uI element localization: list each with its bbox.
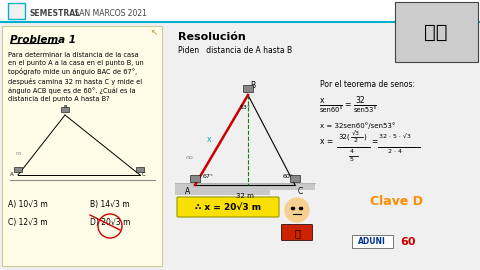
FancyBboxPatch shape — [136, 167, 144, 172]
Text: 🥁: 🥁 — [294, 228, 300, 238]
Text: 5: 5 — [350, 157, 354, 162]
Text: Clave D: Clave D — [370, 195, 423, 208]
Text: C) 12√3 m: C) 12√3 m — [8, 218, 48, 227]
Text: A) 10√3 m: A) 10√3 m — [8, 200, 48, 209]
Text: 53°: 53° — [240, 105, 251, 110]
Text: x =: x = — [320, 137, 333, 146]
Text: C: C — [142, 173, 146, 177]
Text: Problema 1: Problema 1 — [10, 35, 76, 45]
Text: ADUNI: ADUNI — [358, 238, 386, 247]
Text: A: A — [10, 173, 14, 177]
Text: C: C — [298, 187, 303, 196]
FancyBboxPatch shape — [190, 175, 200, 182]
FancyBboxPatch shape — [61, 107, 69, 112]
FancyBboxPatch shape — [2, 26, 162, 266]
FancyBboxPatch shape — [395, 2, 478, 62]
Text: sen53°: sen53° — [354, 107, 378, 113]
Text: 32: 32 — [355, 96, 365, 105]
Text: 67°: 67° — [203, 174, 214, 179]
Text: x: x — [206, 136, 211, 144]
Text: no: no — [185, 155, 193, 160]
Text: Resolución: Resolución — [178, 32, 246, 42]
Text: x = 32sen60°/sen53°: x = 32sen60°/sen53° — [320, 122, 396, 129]
Text: ↖: ↖ — [151, 28, 158, 37]
Text: 4: 4 — [350, 149, 354, 154]
Text: ∴ x = 20√3 m: ∴ x = 20√3 m — [195, 202, 261, 211]
Text: 👨‍🏫: 👨‍🏫 — [424, 22, 448, 42]
Text: B) 14√3 m: B) 14√3 m — [90, 200, 130, 209]
Text: 60: 60 — [400, 237, 416, 247]
Text: =: = — [371, 137, 377, 146]
Text: =: = — [344, 100, 350, 109]
FancyBboxPatch shape — [351, 235, 393, 248]
Text: Por el teorema de senos:: Por el teorema de senos: — [320, 80, 415, 89]
Circle shape — [285, 198, 309, 222]
Text: 32 m: 32 m — [236, 193, 254, 199]
FancyBboxPatch shape — [270, 190, 325, 250]
Polygon shape — [8, 3, 25, 19]
FancyBboxPatch shape — [243, 85, 253, 92]
FancyBboxPatch shape — [177, 197, 279, 217]
Text: 32(: 32( — [338, 133, 349, 140]
Text: x: x — [320, 96, 324, 105]
Text: Para determinar la distancia de la casa
en el punto A a la casa en el punto B, u: Para determinar la distancia de la casa … — [8, 52, 144, 102]
Polygon shape — [175, 183, 315, 195]
FancyBboxPatch shape — [281, 224, 312, 241]
Text: 32 · 5 · √3: 32 · 5 · √3 — [379, 133, 411, 138]
Text: 60°: 60° — [283, 174, 294, 179]
Text: D) 20√3 m: D) 20√3 m — [90, 218, 131, 227]
FancyBboxPatch shape — [14, 167, 22, 172]
FancyBboxPatch shape — [0, 0, 480, 22]
Text: B: B — [250, 81, 255, 90]
Text: ): ) — [363, 133, 366, 140]
Text: 2 · 4: 2 · 4 — [388, 149, 402, 154]
Text: B: B — [63, 105, 67, 110]
Text: Piden   distancia de A hasta B: Piden distancia de A hasta B — [178, 46, 292, 55]
Text: A: A — [185, 187, 190, 196]
FancyBboxPatch shape — [290, 175, 300, 182]
Text: no: no — [15, 151, 21, 156]
Text: SEMESTRAL: SEMESTRAL — [30, 8, 81, 18]
Text: SAN MARCOS 2021: SAN MARCOS 2021 — [72, 8, 147, 18]
Text: √3: √3 — [352, 130, 360, 135]
Text: 2: 2 — [353, 138, 357, 143]
Text: sen60°: sen60° — [320, 107, 344, 113]
